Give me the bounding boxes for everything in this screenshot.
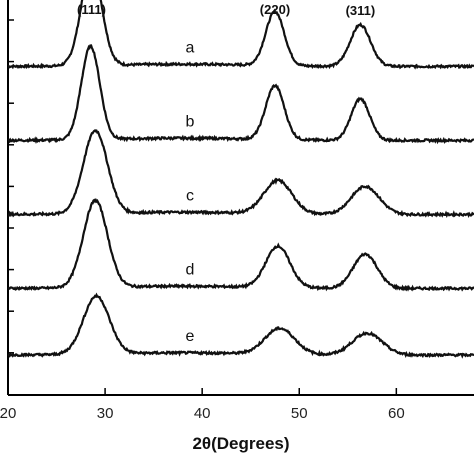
- x-tick-label: 30: [97, 405, 114, 422]
- series-label-c: c: [186, 187, 194, 204]
- series-label-d: d: [186, 261, 195, 278]
- series-line-c: [7, 128, 474, 219]
- y-ticks: [8, 19, 14, 354]
- series-line-a: [7, 0, 474, 70]
- peak-labels: (111) (220) (311): [77, 2, 375, 18]
- x-tick-label: 60: [388, 405, 405, 422]
- x-axis-title: 2θ(Degrees): [192, 434, 289, 453]
- peak-annotation: (220): [260, 2, 290, 17]
- series-label-e: e: [186, 328, 195, 345]
- curve-labels: a b c d e: [186, 39, 195, 345]
- x-tick-label: 20: [0, 405, 16, 422]
- series-line-b: [7, 44, 474, 145]
- series-line-d: [7, 197, 474, 292]
- series-label-b: b: [186, 113, 195, 130]
- series-line-e: [7, 292, 474, 359]
- peak-annotation: (111): [77, 2, 106, 17]
- x-ticks: 20 30 40 50 60: [0, 388, 405, 422]
- series-label-a: a: [186, 39, 195, 56]
- x-tick-label: 50: [291, 405, 308, 422]
- peak-annotation: (311): [346, 3, 376, 18]
- diffraction-curves: [7, 0, 474, 359]
- x-tick-label: 40: [194, 405, 211, 422]
